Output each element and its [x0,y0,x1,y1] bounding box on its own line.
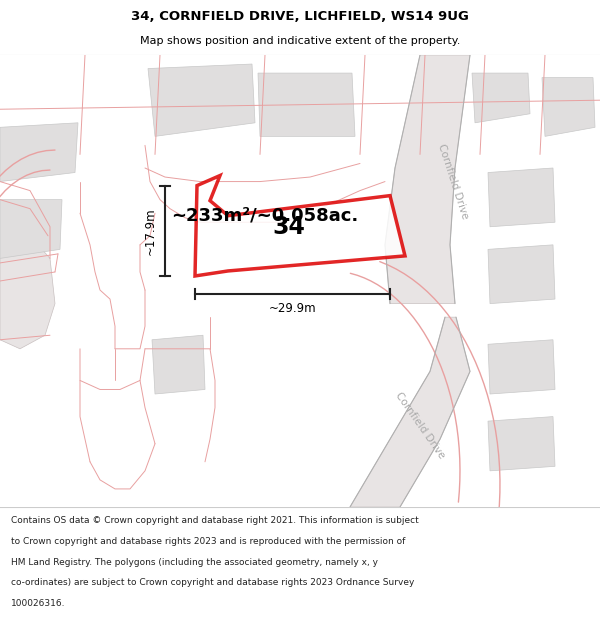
Polygon shape [350,317,470,507]
Text: ~29.9m: ~29.9m [269,302,316,315]
Text: Map shows position and indicative extent of the property.: Map shows position and indicative extent… [140,36,460,46]
Text: Contains OS data © Crown copyright and database right 2021. This information is : Contains OS data © Crown copyright and d… [11,516,419,526]
Polygon shape [195,176,405,276]
Polygon shape [152,335,205,394]
Polygon shape [488,340,555,394]
Polygon shape [0,199,62,258]
Text: Cornfield Drive: Cornfield Drive [436,142,470,221]
Text: ~17.9m: ~17.9m [144,207,157,254]
Text: to Crown copyright and database rights 2023 and is reproduced with the permissio: to Crown copyright and database rights 2… [11,537,405,546]
Text: 34, CORNFIELD DRIVE, LICHFIELD, WS14 9UG: 34, CORNFIELD DRIVE, LICHFIELD, WS14 9UG [131,10,469,23]
Text: co-ordinates) are subject to Crown copyright and database rights 2023 Ordnance S: co-ordinates) are subject to Crown copyr… [11,578,414,587]
Polygon shape [148,64,255,136]
Text: HM Land Registry. The polygons (including the associated geometry, namely x, y: HM Land Registry. The polygons (includin… [11,558,378,567]
Polygon shape [0,227,55,349]
Text: 34: 34 [272,215,305,239]
Text: ~233m²/~0.058ac.: ~233m²/~0.058ac. [172,207,359,225]
Polygon shape [258,73,355,136]
Text: 100026316.: 100026316. [11,599,65,608]
Polygon shape [0,122,78,181]
Polygon shape [488,245,555,304]
Polygon shape [472,73,530,122]
Text: Cornfield Drive: Cornfield Drive [394,391,446,461]
Polygon shape [488,168,555,227]
Polygon shape [488,417,555,471]
Polygon shape [542,78,595,136]
Polygon shape [385,55,470,304]
